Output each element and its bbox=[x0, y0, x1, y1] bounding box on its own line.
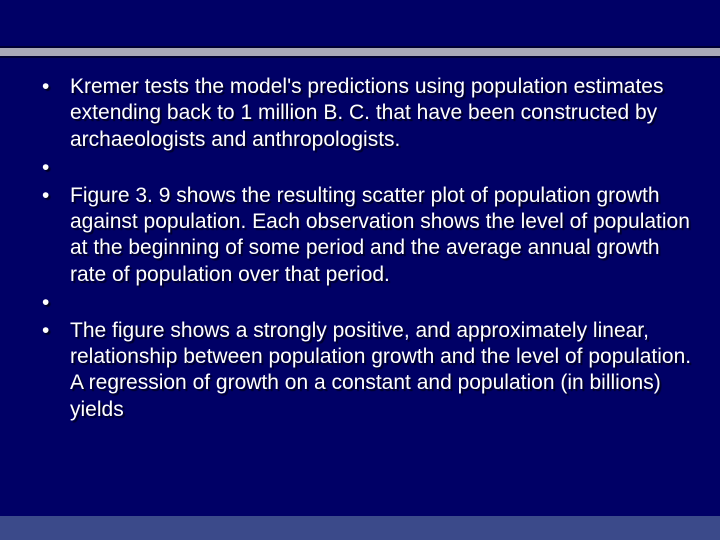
footer-band bbox=[0, 516, 720, 540]
bullet-item: Figure 3. 9 shows the resulting scatter … bbox=[36, 183, 692, 288]
bullet-list: Kremer tests the model's predictions usi… bbox=[36, 74, 692, 423]
bullet-item: The figure shows a strongly positive, an… bbox=[36, 318, 692, 423]
header-divider-band bbox=[0, 48, 720, 56]
bullet-item bbox=[36, 155, 692, 181]
slide-content: Kremer tests the model's predictions usi… bbox=[36, 74, 692, 425]
bullet-item: Kremer tests the model's predictions usi… bbox=[36, 74, 692, 153]
bullet-item bbox=[36, 290, 692, 316]
